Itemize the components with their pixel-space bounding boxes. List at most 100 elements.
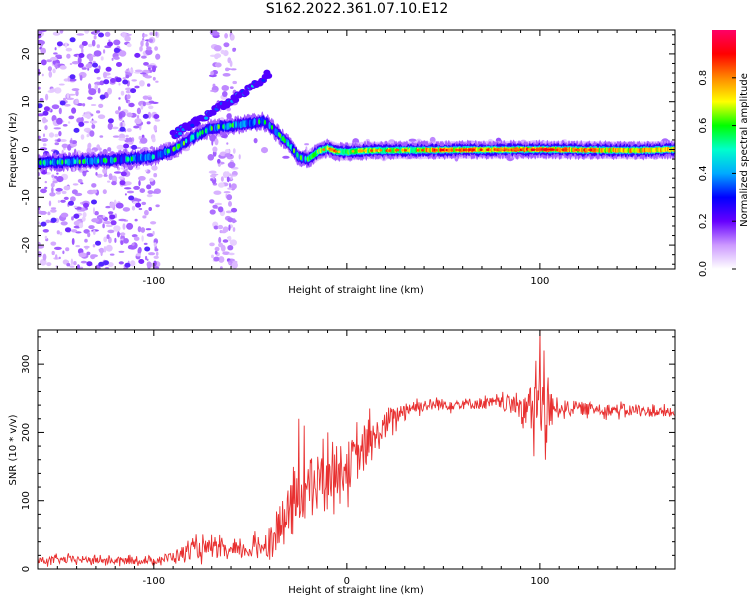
- spectrogram-ridge-cell: [270, 125, 274, 130]
- spectrogram-noise-blob: [150, 221, 157, 225]
- spectrogram-noise-blob: [82, 167, 87, 171]
- spectrogram-noise-blob: [38, 135, 41, 139]
- spectrogram-noise-blob: [71, 238, 75, 245]
- spectrogram-noise-blob: [220, 49, 225, 55]
- spectrogram-noise-blob: [147, 83, 151, 87]
- spectrogram-ridge-cell: [464, 148, 468, 151]
- spectrogram-ridge-cell: [137, 154, 140, 162]
- spectrogram-noise-blob: [139, 188, 146, 194]
- spectrogram-noise-blob: [135, 166, 141, 170]
- spectrogram-branch-blob: [242, 90, 250, 96]
- spectrogram-noise-blob: [122, 207, 131, 212]
- spectrogram-ridge-cell: [584, 148, 588, 152]
- spectrogram-noise-blob: [148, 207, 152, 211]
- spectrogram-noise-blob: [146, 121, 151, 125]
- spectrogram-noise-blob: [64, 42, 68, 48]
- spectrogram-ridge-cell: [91, 157, 94, 166]
- spectrogram-noise-blob: [58, 130, 62, 137]
- spectrogram-noise-blob: [208, 74, 217, 78]
- spectrogram-noise-blob: [69, 63, 73, 65]
- spectrogram-ridge-cell: [258, 119, 261, 125]
- spectrogram-noise-blob: [88, 88, 97, 96]
- spectrogram-noise-blob: [148, 252, 156, 256]
- colorbar-label: Normalized spectral amplitude: [739, 73, 750, 227]
- spectrogram-ridge-cell: [337, 150, 341, 153]
- spectrogram-ridge-cell: [105, 158, 108, 164]
- spectrogram-noise-blob: [105, 224, 113, 228]
- spectrogram-noise-blob: [59, 231, 63, 236]
- spectrogram-noise-blob: [142, 113, 149, 119]
- spectrogram-noise-blob: [128, 137, 133, 144]
- spectrogram-noise-blob: [113, 39, 121, 46]
- spectrogram-noise-blob: [38, 34, 42, 39]
- colorbar-axes: 0.0 0.2 0.4 0.6 0.8: [698, 70, 736, 277]
- spectrogram-noise-blob: [149, 178, 154, 182]
- spectrogram-noise-blob: [130, 68, 134, 74]
- spectrogram-ridge-cell: [400, 148, 404, 152]
- spectrogram-noise-blob: [143, 34, 148, 37]
- spectrogram-x-tick-label: 100: [530, 276, 549, 287]
- spectrogram-noise-blob: [97, 114, 106, 119]
- spectrogram-ridge-cell: [78, 159, 81, 165]
- spectrogram-noise-blob: [40, 59, 47, 66]
- spectrogram-noise-blob: [124, 181, 132, 186]
- spectrogram-noise-blob: [38, 221, 41, 225]
- spectrogram-noise-blob: [214, 246, 220, 252]
- spectrogram-noise-blob: [55, 54, 62, 58]
- spectrogram-noise-blob: [82, 212, 87, 218]
- spectrogram-noise-blob: [83, 202, 89, 208]
- snr-xlabel: Height of straight line (km): [288, 585, 424, 596]
- spectrogram-noise-blob: [55, 187, 63, 192]
- spectrogram-noise-blob: [83, 121, 89, 124]
- spectrogram-noise-blob: [230, 176, 233, 180]
- spectrogram-ridge-cell: [222, 124, 225, 129]
- spectrogram-noise-blob: [126, 222, 134, 230]
- spectrogram-noise-blob: [69, 74, 76, 80]
- spectrogram-noise-blob: [45, 93, 49, 101]
- spectrogram-noise-blob: [144, 246, 151, 252]
- spectrogram-noise-blob: [47, 66, 53, 72]
- spectrogram-noise-blob: [89, 130, 95, 137]
- spectrogram-noise-blob: [105, 244, 113, 252]
- spectrogram-noise-blob: [111, 57, 114, 61]
- spectrogram-noise-blob: [151, 165, 158, 171]
- spectrogram-ridge-cell: [421, 148, 424, 152]
- spectrogram-noise-blob: [98, 103, 104, 108]
- spectrogram-ridge-cell: [39, 160, 42, 166]
- spectrogram-noise-blob: [153, 124, 158, 132]
- spectrogram-noise-blob: [84, 238, 88, 243]
- spectrogram-noise-blob: [113, 171, 122, 174]
- spectrogram-noise-blob: [116, 62, 122, 67]
- spectrogram-noise-blob: [73, 261, 77, 266]
- spectrogram-noise-blob: [111, 177, 116, 181]
- spectrogram-noise-blob: [261, 147, 268, 154]
- spectrogram-noise-blob: [133, 125, 140, 129]
- spectrogram-ridge-cell: [379, 149, 383, 152]
- spectrogram-noise-blob: [48, 71, 53, 78]
- spectrogram-noise-blob: [232, 80, 237, 85]
- spectrogram-noise-blob: [227, 187, 233, 190]
- spectrogram-ridge-cell: [404, 149, 407, 152]
- spectrogram-noise-blob: [93, 30, 98, 36]
- spectrogram-noise-blob: [52, 180, 58, 184]
- spectrogram-noise-blob: [126, 43, 132, 48]
- spectrogram-noise-blob: [56, 176, 64, 183]
- spectrogram-noise-blob: [229, 86, 234, 89]
- spectrogram-noise-blob: [126, 112, 133, 118]
- spectrogram-ridge-cell: [130, 156, 133, 162]
- spectrogram-ridge-cell: [61, 159, 64, 165]
- spectrogram-noise-blob: [128, 195, 135, 201]
- spectrogram-noise-blob: [54, 87, 62, 94]
- spectrogram-noise-blob: [119, 180, 126, 186]
- spectrogram-noise-blob: [221, 85, 229, 91]
- spectrogram-noise-blob: [39, 147, 48, 151]
- spectrogram-noise-blob: [103, 174, 108, 177]
- spectrogram-noise-blob: [69, 139, 73, 144]
- spectrogram-noise-blob: [63, 103, 71, 107]
- spectrogram-noise-blob: [104, 220, 111, 225]
- spectrogram-noise-blob: [66, 263, 71, 267]
- spectrogram-ridge-cell: [192, 134, 195, 140]
- spectrogram-noise-blob: [220, 266, 223, 269]
- spectrogram-noise-blob: [142, 37, 145, 41]
